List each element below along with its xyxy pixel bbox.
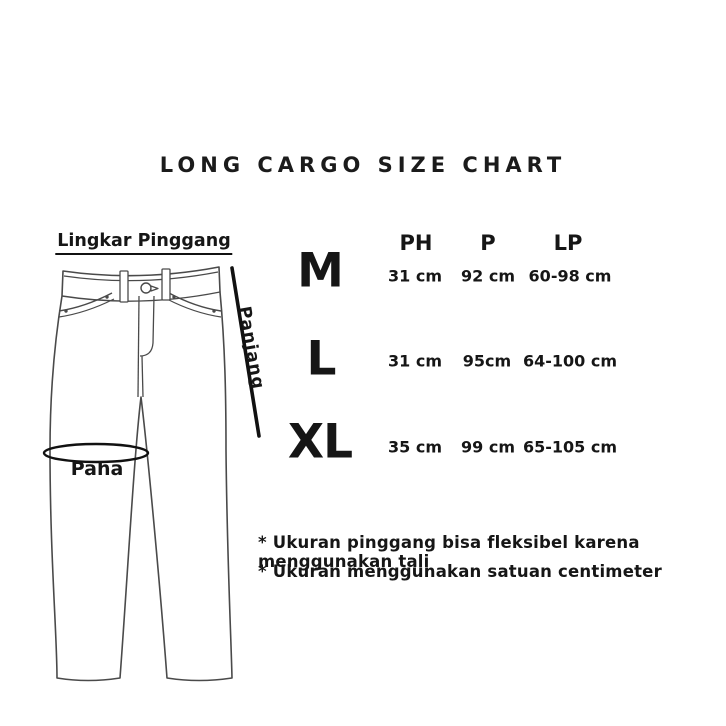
value-xl-ph: 35 cm [388, 437, 442, 457]
length-measure-line [230, 266, 261, 438]
value-xl-lp: 65-105 cm [522, 437, 618, 457]
column-header-ph: PH [399, 231, 433, 255]
value-l-p: 95cm [462, 351, 512, 371]
value-m-p: 92 cm [461, 266, 515, 286]
value-xl-p: 99 cm [461, 437, 515, 457]
value-m-ph: 31 cm [388, 266, 442, 286]
value-l-ph: 31 cm [388, 351, 442, 371]
column-header-p: P [480, 231, 496, 255]
page-title: LONG CARGO SIZE CHART [159, 153, 567, 177]
size-label-m: M [297, 243, 344, 299]
column-header-lp: LP [553, 231, 583, 255]
value-m-lp: 60-98 cm [528, 266, 612, 286]
value-l-lp: 64-100 cm [522, 351, 618, 371]
size-label-xl: XL [287, 414, 353, 470]
note-line-2: * Ukuran menggunakan satuan centimeter [258, 562, 662, 581]
note-line-1: * Ukuran pinggang bisa fleksibel karena … [258, 533, 640, 571]
pants-line-art [42, 266, 261, 682]
size-label-l: L [306, 331, 337, 387]
waist-measure-label: Lingkar Pinggang [55, 231, 233, 255]
thigh-measure-label: Paha [70, 458, 124, 480]
thigh-measure-ellipse [42, 442, 150, 464]
